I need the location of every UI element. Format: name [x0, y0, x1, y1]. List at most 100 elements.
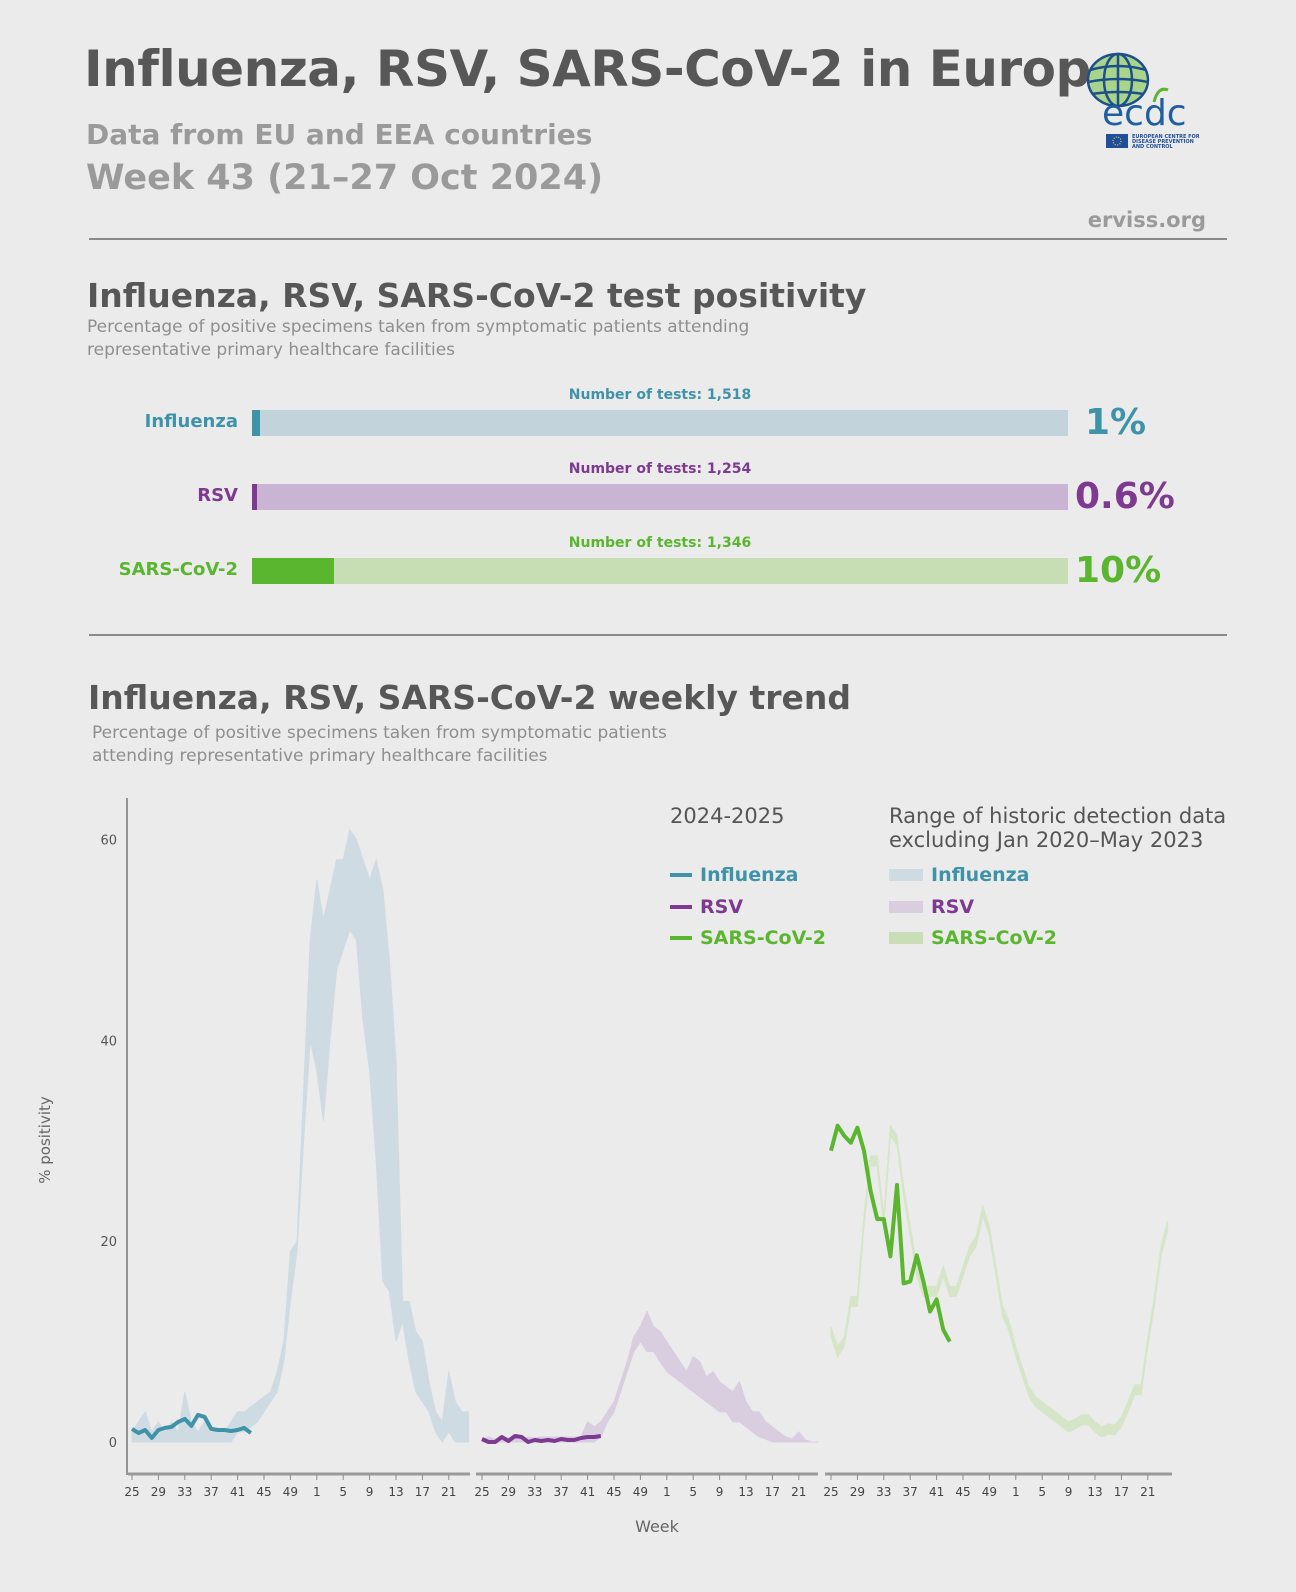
x-tick-label: 9: [366, 1485, 374, 1499]
historic-range-band-influenza: [131, 828, 470, 1443]
legend-band-swatch: [889, 932, 923, 944]
positivity-value: 0.6%: [1075, 476, 1175, 517]
x-tick-label: 49: [633, 1485, 648, 1499]
bar-label: Influenza: [144, 411, 238, 432]
logo-wordmark: ecdc: [1102, 93, 1187, 134]
bar-label: SARS-CoV-2: [118, 559, 238, 580]
trend-description: Percentage of positive specimens taken f…: [92, 722, 667, 768]
legend-label: RSV: [931, 896, 975, 918]
x-tick-label: 17: [765, 1485, 780, 1499]
description-line: attending representative primary healthc…: [92, 746, 548, 766]
page-title: Influenza, RSV, SARS-CoV-2 in Europe: [84, 40, 1125, 98]
legend-label: SARS-CoV-2: [931, 927, 1058, 949]
x-tick-label: 13: [388, 1485, 403, 1499]
positivity-value: 10%: [1075, 550, 1162, 591]
legend-range-heading-line: Range of historic detection data: [889, 804, 1227, 828]
chart-legend: 2024-2025 Range of historic detection da…: [670, 804, 1250, 964]
legend-item-influenza: Influenza: [670, 864, 799, 886]
positivity-bar: [252, 410, 1068, 436]
x-tick-label: 5: [339, 1485, 347, 1499]
x-tick-label: 29: [850, 1485, 865, 1499]
legend-range-sars-cov-2: SARS-CoV-2: [889, 927, 1057, 949]
legend-label: SARS-CoV-2: [700, 927, 827, 949]
positivity-bar-fill: [252, 410, 261, 436]
svg-text:DISEASE PREVENTION: DISEASE PREVENTION: [1132, 139, 1194, 145]
tests-count: Number of tests: 1,518: [568, 387, 752, 403]
current-season-line-rsv: [481, 1434, 602, 1444]
legend-range-heading-line: excluding Jan 2020–May 2023: [889, 828, 1204, 852]
legend-label: Influenza: [931, 864, 1030, 886]
x-tick-label: 9: [716, 1485, 724, 1499]
tests-count: Number of tests: 1,346: [568, 535, 752, 551]
y-tick-label: 60: [100, 834, 117, 849]
x-tick-label: 33: [527, 1485, 542, 1499]
x-tick-label: 17: [415, 1485, 430, 1499]
description-line: representative primary healthcare facili…: [87, 340, 456, 360]
y-tick-label: 20: [100, 1235, 117, 1250]
legend-range-heading: Range of historic detection data excludi…: [889, 804, 1226, 852]
svg-text:AND CONTROL: AND CONTROL: [1132, 144, 1174, 150]
x-tick-label: 45: [955, 1485, 970, 1499]
historic-range-band-sars-cov-2: [830, 1124, 1169, 1438]
legend-label: RSV: [700, 896, 744, 918]
x-tick-label: 5: [689, 1485, 697, 1499]
legend-line-swatch: [670, 873, 692, 877]
legend-band-swatch: [889, 901, 923, 913]
x-tick-label: 1: [1012, 1485, 1020, 1499]
x-tick-label: 5: [1038, 1485, 1046, 1499]
x-tick-label: 25: [124, 1485, 139, 1499]
x-tick-label: 49: [283, 1485, 298, 1499]
ecdc-logo: ecdc EUROPEAN CENTRE FOR DISEASE PREVENT…: [1082, 50, 1202, 150]
description-line: Percentage of positive specimens taken f…: [87, 317, 750, 337]
svg-text:EUROPEAN CENTRE FOR: EUROPEAN CENTRE FOR: [1132, 134, 1200, 140]
x-tick-label: 41: [580, 1485, 595, 1499]
x-tick-label: 37: [554, 1485, 569, 1499]
x-tick-label: 1: [313, 1485, 321, 1499]
x-tick-label: 45: [606, 1485, 621, 1499]
tests-count: Number of tests: 1,254: [568, 461, 752, 477]
legend-label: Influenza: [700, 864, 799, 886]
x-tick-label: 13: [1087, 1485, 1102, 1499]
positivity-bar-fill: [252, 558, 334, 584]
divider: [89, 238, 1227, 240]
positivity-title: Influenza, RSV, SARS-CoV-2 test positivi…: [87, 276, 867, 315]
x-tick-label: 13: [738, 1485, 753, 1499]
legend-range-influenza: Influenza: [889, 864, 1030, 886]
positivity-description: Percentage of positive specimens taken f…: [87, 316, 749, 362]
divider: [89, 634, 1227, 636]
site-link[interactable]: erviss.org: [1087, 208, 1206, 232]
page-subtitle: Data from EU and EEA countries: [86, 118, 593, 151]
legend-band-swatch: [889, 869, 923, 881]
positivity-value: 1%: [1085, 402, 1147, 443]
x-tick-label: 33: [876, 1485, 891, 1499]
x-tick-label: 25: [823, 1485, 838, 1499]
description-line: Percentage of positive specimens taken f…: [92, 723, 667, 743]
x-tick-label: 41: [929, 1485, 944, 1499]
x-tick-label: 45: [256, 1485, 271, 1499]
legend-season-heading: 2024-2025: [670, 804, 785, 828]
x-tick-label: 29: [151, 1485, 166, 1499]
legend-item-sars-cov-2: SARS-CoV-2: [670, 927, 826, 949]
positivity-bar-fill: [252, 484, 257, 510]
current-season-line-sars-cov-2: [829, 1123, 952, 1343]
x-tick-label: 21: [791, 1485, 806, 1499]
x-tick-label: 33: [177, 1485, 192, 1499]
trend-title: Influenza, RSV, SARS-CoV-2 weekly trend: [88, 678, 851, 717]
x-tick-label: 49: [982, 1485, 997, 1499]
bar-label: RSV: [197, 485, 238, 506]
historic-range-band-rsv: [481, 1310, 819, 1443]
x-tick-label: 37: [204, 1485, 219, 1499]
x-tick-label: 37: [903, 1485, 918, 1499]
week-label: Week 43 (21–27 Oct 2024): [86, 158, 604, 198]
x-tick-label: 21: [1140, 1485, 1155, 1499]
y-axis-label: % positivity: [36, 1096, 54, 1184]
legend-item-rsv: RSV: [670, 896, 743, 918]
legend-range-rsv: RSV: [889, 896, 974, 918]
x-tick-label: 29: [501, 1485, 516, 1499]
y-tick-label: 0: [109, 1436, 117, 1451]
y-tick-label: 40: [100, 1034, 117, 1049]
legend-line-swatch: [670, 905, 692, 909]
x-tick-label: 9: [1065, 1485, 1073, 1499]
x-axis-label: Week: [635, 1517, 680, 1536]
positivity-bar: [252, 558, 1068, 584]
